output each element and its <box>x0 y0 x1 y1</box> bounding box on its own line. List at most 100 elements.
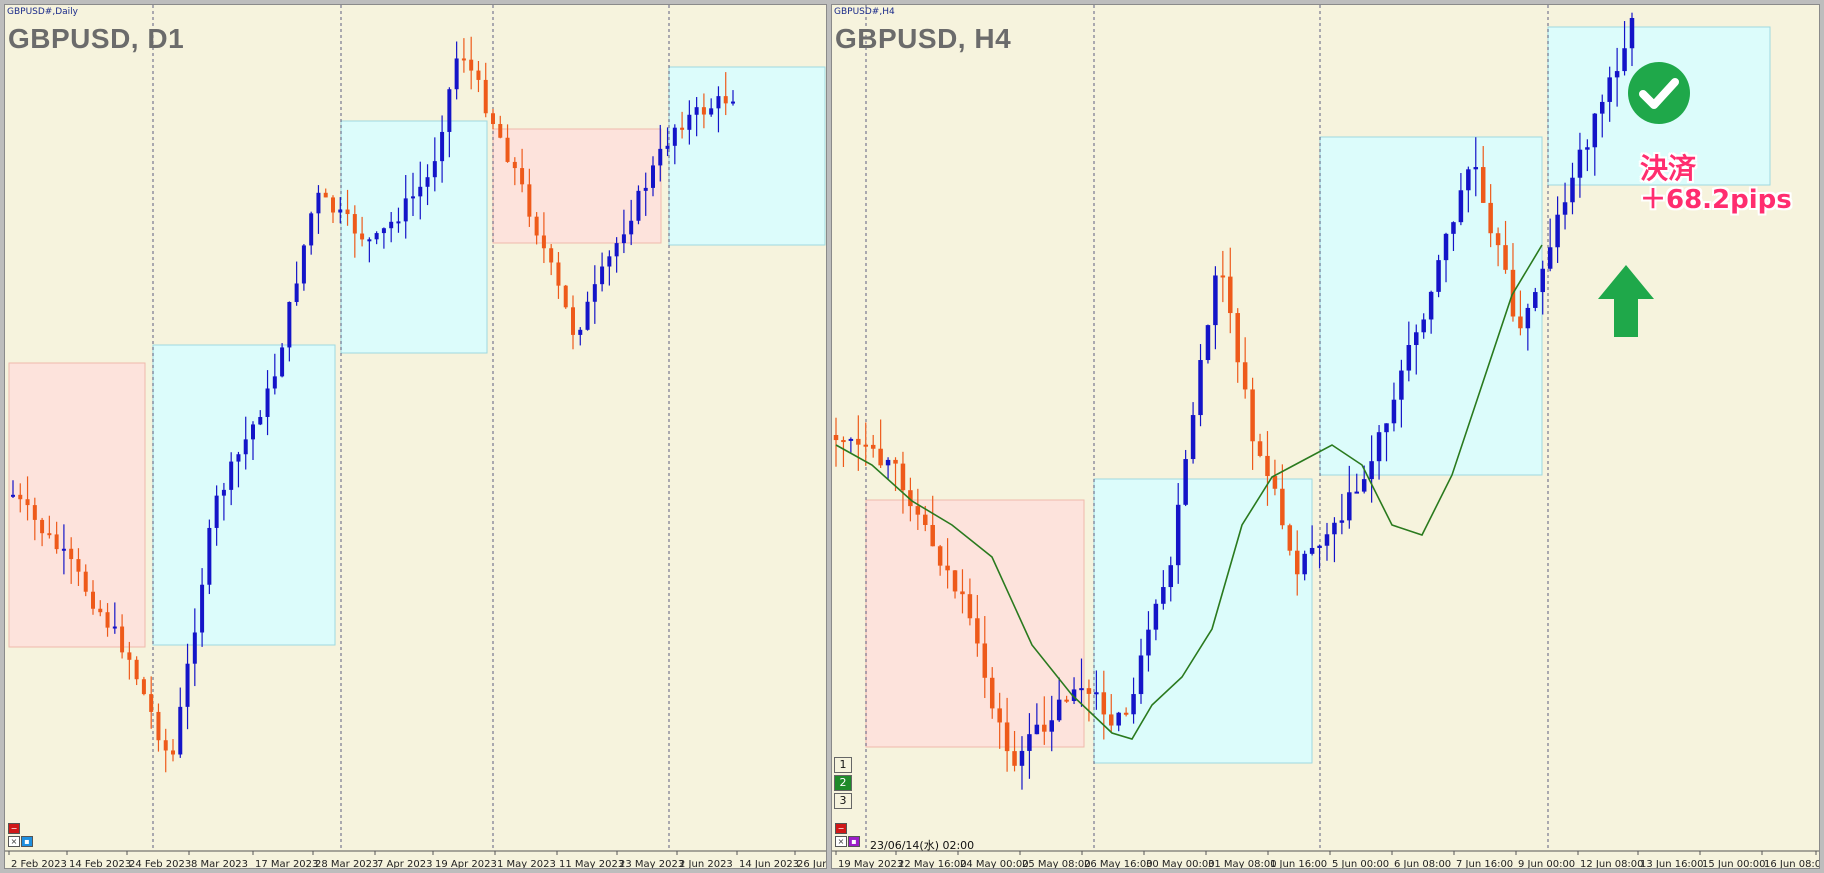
chart-window-gbpusd-daily[interactable]: 2 Feb 2023 14 Feb 2023 24 Feb 2023 8 Mar 20… <box>4 4 827 869</box>
candle-body <box>1056 699 1062 721</box>
x-axis-label: 7 Jun 16:00 <box>1456 859 1513 869</box>
candle-body <box>171 750 175 755</box>
range-box <box>668 66 826 246</box>
candle-body <box>1495 233 1501 246</box>
candle-body <box>1190 415 1196 460</box>
candle-body <box>629 220 634 235</box>
x-axis-label: 28 Mar 2023 <box>315 859 378 869</box>
candle-body <box>280 347 285 377</box>
x-axis-label: 24 May 00:00 <box>960 859 1029 869</box>
candle-body <box>1406 345 1412 371</box>
range-box <box>1093 478 1313 764</box>
candle-body <box>454 58 459 90</box>
candle-body <box>192 632 197 664</box>
candle-body <box>1280 488 1285 526</box>
candle-body <box>870 444 876 449</box>
candle-body <box>636 190 641 221</box>
candle-body <box>505 137 510 162</box>
x-axis-label: 19 Apr 2023 <box>435 859 497 869</box>
candle-body <box>396 221 401 224</box>
candle-body <box>848 438 854 441</box>
candle-body <box>251 424 255 440</box>
range-box <box>492 128 662 244</box>
minimize-icon[interactable]: − <box>8 823 20 834</box>
candle-body <box>1607 77 1612 102</box>
candle-body <box>701 107 706 115</box>
candle-body <box>258 416 263 425</box>
candle-body <box>61 548 66 551</box>
candle-body <box>1042 724 1047 732</box>
candle-body <box>1213 275 1218 326</box>
x-axis-label: 2 Jun 2023 <box>679 859 733 869</box>
candle-body <box>1547 247 1553 269</box>
candle-body <box>694 107 699 115</box>
candle-body <box>316 192 321 214</box>
moving-average-line <box>835 244 1543 740</box>
candle-body <box>1399 370 1404 400</box>
settings-icon[interactable]: ▪ <box>21 836 33 847</box>
candle-body <box>1555 214 1560 248</box>
candle-body <box>163 740 168 751</box>
candle-body <box>687 114 692 130</box>
chart-window-gbpusd-h4[interactable]: 19 May 2023 22 May 16:00 24 May 00:00 25 Ma… <box>831 4 1820 869</box>
timeframe-button-2[interactable]: 2 <box>834 775 852 791</box>
candle-body <box>556 262 561 286</box>
candle-body <box>1294 550 1300 575</box>
timeframe-button-3[interactable]: 3 <box>834 793 852 809</box>
candle-body <box>338 209 343 213</box>
candle-body <box>1369 461 1374 480</box>
candle-body <box>665 145 670 149</box>
candle-body <box>1079 688 1084 691</box>
candle-body <box>185 663 190 707</box>
candle-body <box>614 243 619 257</box>
candle-body <box>1562 202 1568 215</box>
window-title: GBPUSD#,Daily <box>7 7 78 17</box>
x-axis-label: 22 May 16:00 <box>898 859 967 869</box>
minimize-icon[interactable]: − <box>835 823 847 834</box>
candle-body <box>1354 491 1359 494</box>
candle-body <box>243 439 248 455</box>
candle-body <box>1205 325 1211 361</box>
window-title: GBPUSD#,H4 <box>834 7 895 17</box>
candle-body <box>1347 492 1352 521</box>
candle-body <box>1086 688 1092 694</box>
candle-body <box>1428 291 1434 320</box>
x-axis-label: 12 Jun 08:00 <box>1580 859 1644 869</box>
candle-body <box>1629 18 1635 49</box>
candle-body <box>878 448 883 466</box>
candle-body <box>83 571 88 592</box>
x-axis-label: 13 Jun 16:00 <box>1640 859 1704 869</box>
candle-body <box>469 59 474 71</box>
candle-body <box>265 388 270 417</box>
candle-body <box>411 196 415 199</box>
timeframe-button-1[interactable]: 1 <box>834 757 852 773</box>
candle-body <box>54 534 59 550</box>
candle-body <box>18 494 23 500</box>
candle-body <box>1473 167 1479 170</box>
candle-body <box>440 131 445 162</box>
candle-body <box>1309 547 1315 554</box>
check-circle-icon <box>1628 62 1690 124</box>
candle-body <box>841 440 846 443</box>
candle-body <box>1436 260 1441 292</box>
range-box <box>865 499 1085 748</box>
close-icon[interactable]: × <box>8 836 20 847</box>
close-icon[interactable]: × <box>835 836 847 847</box>
x-axis-label: 14 Feb 2023 <box>69 859 131 869</box>
candle-body <box>937 546 943 566</box>
candle-body <box>1518 316 1523 329</box>
settings-icon[interactable]: ▪ <box>848 836 860 847</box>
candle-body <box>643 187 648 191</box>
x-axis-label: 26 May 16:00 <box>1084 859 1153 869</box>
candle-body <box>498 124 503 138</box>
candle-body <box>952 570 958 592</box>
candle-body <box>149 694 154 712</box>
candle-body <box>1324 534 1330 546</box>
candle-body <box>534 216 539 236</box>
candle-body <box>1094 692 1099 695</box>
x-axis-label: 1 May 2023 <box>497 859 556 869</box>
candle-body <box>1123 712 1129 715</box>
